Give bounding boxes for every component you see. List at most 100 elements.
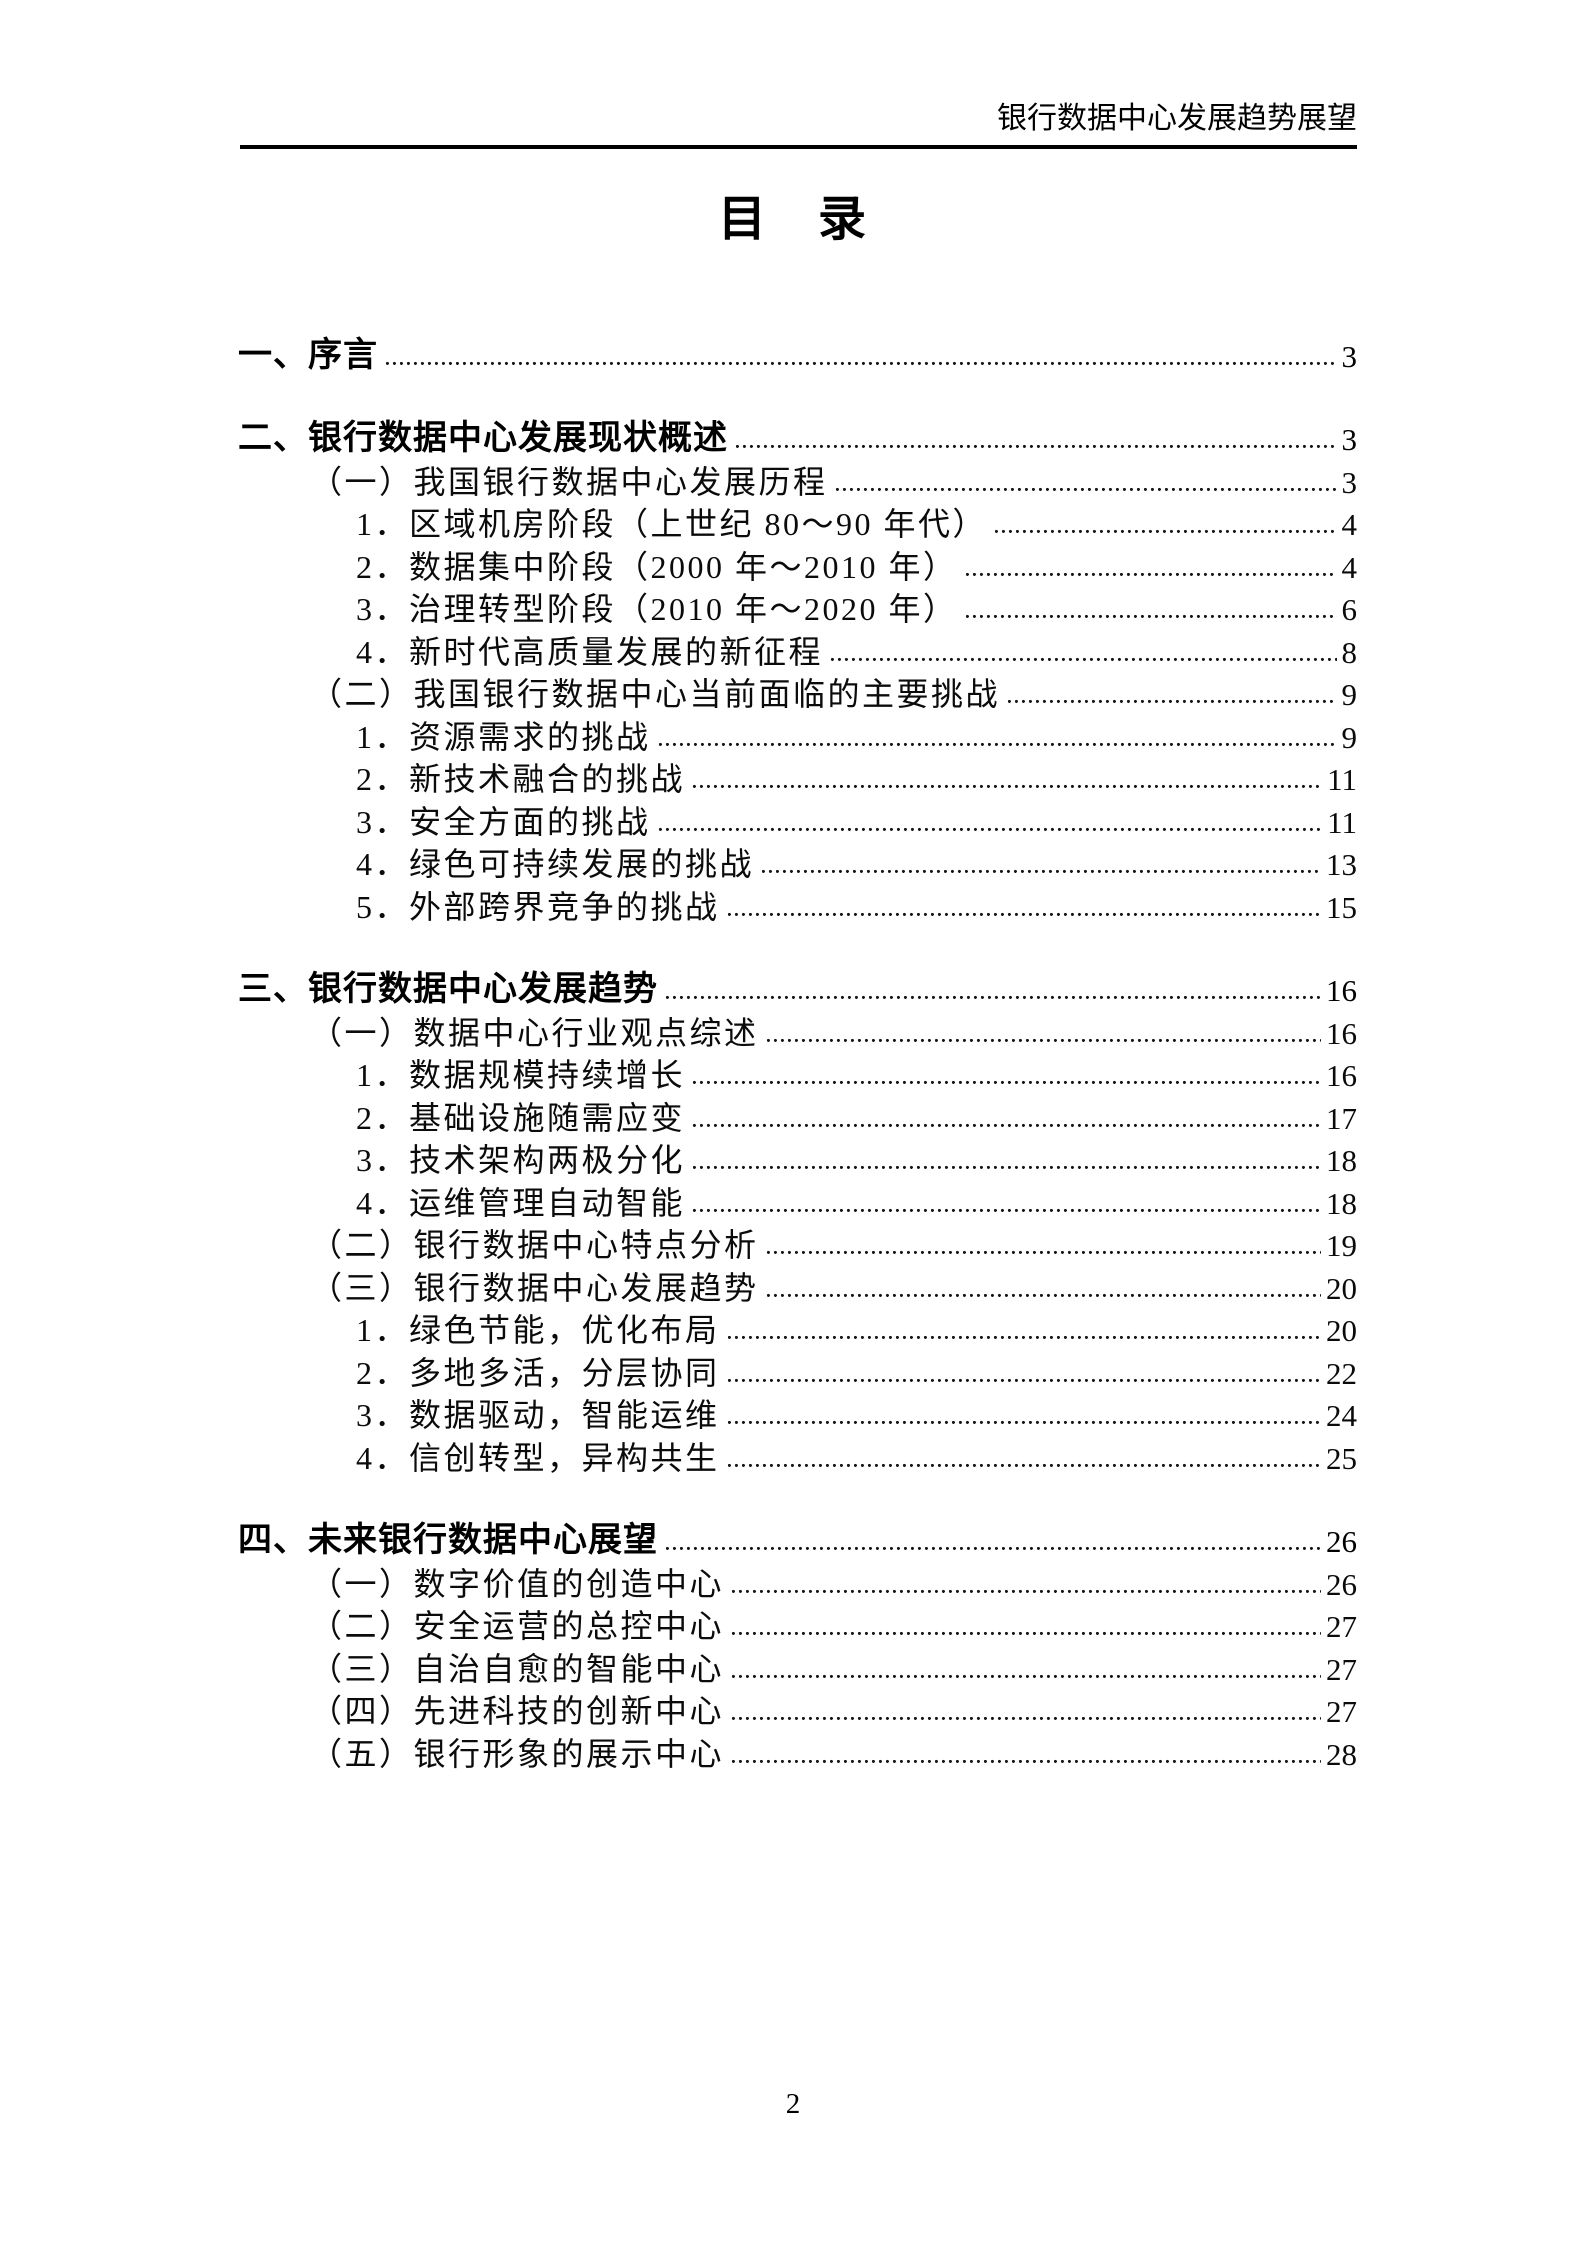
toc-entry[interactable]: 2．数据集中阶段（2000 年～2010 年） 4	[238, 542, 1357, 585]
toc-entry-page: 26	[1326, 1524, 1357, 1560]
toc-entry-label: 二、银行数据中心发展现状概述	[238, 419, 728, 458]
toc-entry-label: （三）自治自愈的智能中心	[310, 1650, 725, 1687]
toc-entry-page: 3	[1341, 464, 1358, 500]
toc-entry-label: 1．资源需求的挑战	[356, 718, 651, 755]
toc-entry-page: 28	[1326, 1736, 1357, 1772]
toc-entry-label: 一、序言	[238, 335, 378, 374]
toc-entry[interactable]: （二）银行数据中心特点分析 19	[238, 1221, 1357, 1264]
toc-entry-label: （二）我国银行数据中心当前面临的主要挑战	[310, 676, 1001, 713]
toc-entry-page: 16	[1326, 1015, 1357, 1051]
toc-entry[interactable]: （三）银行数据中心发展趋势 20	[238, 1263, 1357, 1306]
toc-entry-page: 9	[1341, 677, 1358, 713]
toc-entry[interactable]: 3．数据驱动，智能运维 24	[238, 1391, 1357, 1434]
footer-page-number: 2	[785, 2088, 801, 2120]
toc-entry-label: 4．运维管理自动智能	[356, 1184, 686, 1221]
dot-leader	[964, 571, 1337, 577]
toc-entry[interactable]: 三、银行数据中心发展趋势 16	[238, 966, 1357, 1009]
toc-entry-page: 22	[1326, 1355, 1357, 1391]
toc-entry-page: 11	[1327, 762, 1357, 798]
toc-entry-label: 1．数据规模持续增长	[356, 1057, 686, 1094]
dot-leader	[692, 1122, 1321, 1128]
toc-entry-page: 18	[1326, 1143, 1357, 1179]
toc-entry-page: 27	[1326, 1694, 1357, 1730]
toc-entry[interactable]: 一、序言 3	[238, 331, 1357, 374]
dot-leader	[726, 1377, 1321, 1383]
toc-entry[interactable]: 1．区域机房阶段（上世纪 80～90 年代） 4	[238, 500, 1357, 543]
toc-entry-page: 8	[1341, 634, 1358, 670]
toc-entry[interactable]: 3．安全方面的挑战 11	[238, 797, 1357, 840]
toc-entry[interactable]: 4．绿色可持续发展的挑战 13	[238, 840, 1357, 883]
toc-entry-label: 1．绿色节能，优化布局	[356, 1312, 720, 1349]
toc-entry-page: 4	[1341, 549, 1358, 585]
toc-entry[interactable]: 四、未来银行数据中心展望 26	[238, 1517, 1357, 1560]
toc-entry-page: 20	[1326, 1270, 1357, 1306]
toc-entry-label: （五）银行形象的展示中心	[310, 1735, 725, 1772]
toc-entry-page: 6	[1341, 592, 1358, 628]
toc-entry-page: 4	[1341, 507, 1358, 543]
toc-entry-label: 4．绿色可持续发展的挑战	[356, 846, 755, 883]
toc-entry[interactable]: （一）数据中心行业观点综述 16	[238, 1008, 1357, 1051]
toc-entry-label: 2．新技术融合的挑战	[356, 761, 686, 798]
toc-entry-page: 16	[1326, 973, 1357, 1009]
dot-leader	[735, 444, 1337, 449]
toc-entry[interactable]: 2．基础设施随需应变 17	[238, 1093, 1357, 1136]
toc-entry[interactable]: 2．新技术融合的挑战 11	[238, 755, 1357, 798]
toc-entry[interactable]: 5．外部跨界竞争的挑战 15	[238, 882, 1357, 925]
dot-leader	[731, 1631, 1321, 1636]
toc-entry[interactable]: （五）银行形象的展示中心 28	[238, 1729, 1357, 1772]
toc-entry[interactable]: （一）我国银行数据中心发展历程 3	[238, 457, 1357, 500]
dot-leader	[665, 1546, 1321, 1551]
toc-entry[interactable]: （四）先进科技的创新中心 27	[238, 1687, 1357, 1730]
toc-entry-page: 3	[1341, 338, 1358, 374]
dot-leader	[765, 1037, 1321, 1043]
running-header-text: 银行数据中心发展趋势展望	[997, 102, 1357, 135]
toc-entry-label: 三、银行数据中心发展趋势	[238, 970, 658, 1009]
toc-entry-page: 18	[1326, 1185, 1357, 1221]
toc-entry-label: （一）数据中心行业观点综述	[310, 1014, 759, 1051]
toc-entry[interactable]: 3．治理转型阶段（2010 年～2020 年） 6	[238, 585, 1357, 628]
toc-entry-label: （二）银行数据中心特点分析	[310, 1227, 759, 1264]
toc-entry[interactable]: （三）自治自愈的智能中心 27	[238, 1644, 1357, 1687]
toc-entry-label: 3．技术架构两极分化	[356, 1142, 686, 1179]
toc-entry-page: 15	[1326, 889, 1357, 925]
toc-entry-label: 4．信创转型，异构共生	[356, 1439, 720, 1476]
toc-entry-label: 5．外部跨界竞争的挑战	[356, 888, 720, 925]
toc-entry[interactable]: 3．技术架构两极分化 18	[238, 1136, 1357, 1179]
toc-entry-label: 4．新时代高质量发展的新征程	[356, 633, 824, 670]
toc-entry[interactable]: 4．运维管理自动智能 18	[238, 1178, 1357, 1221]
toc-entry-label: （四）先进科技的创新中心	[310, 1693, 725, 1730]
dot-leader	[657, 826, 1323, 832]
toc-entry-page: 9	[1341, 719, 1358, 755]
toc-entry[interactable]: 2．多地多活，分层协同 22	[238, 1348, 1357, 1391]
dot-leader	[692, 784, 1323, 789]
dot-leader	[731, 1588, 1321, 1594]
toc-entry[interactable]: 二、银行数据中心发展现状概述 3	[238, 415, 1357, 458]
toc-entry-page: 27	[1326, 1609, 1357, 1645]
toc-entry[interactable]: 1．资源需求的挑战 9	[238, 712, 1357, 755]
dot-leader	[731, 1758, 1321, 1764]
dot-leader	[994, 529, 1337, 534]
toc-entry-page: 16	[1326, 1058, 1357, 1094]
toc-entry[interactable]: （二）我国银行数据中心当前面临的主要挑战 9	[238, 670, 1357, 713]
toc-entry[interactable]: 1．数据规模持续增长 16	[238, 1051, 1357, 1094]
dot-leader	[964, 614, 1337, 619]
toc-entry[interactable]: （一）数字价值的创造中心 26	[238, 1559, 1357, 1602]
toc-entry-label: 四、未来银行数据中心展望	[238, 1521, 658, 1560]
toc-entry[interactable]: 1．绿色节能，优化布局 20	[238, 1306, 1357, 1349]
toc-entry-label: 3．数据驱动，智能运维	[356, 1397, 720, 1434]
toc-entry-label: 2．基础设施随需应变	[356, 1099, 686, 1136]
dot-leader	[726, 1462, 1321, 1468]
toc-entry[interactable]: 4．新时代高质量发展的新征程 8	[238, 627, 1357, 670]
toc-entry[interactable]: 4．信创转型，异构共生 25	[238, 1433, 1357, 1476]
toc-entry-page: 24	[1326, 1398, 1357, 1434]
toc-entry-label: 2．数据集中阶段（2000 年～2010 年）	[356, 548, 958, 585]
toc-entry[interactable]: （二）安全运营的总控中心 27	[238, 1602, 1357, 1645]
toc-entry-label: （一）我国银行数据中心发展历程	[310, 463, 828, 500]
toc-entry-page: 26	[1326, 1566, 1357, 1602]
toc-entry-label: （二）安全运营的总控中心	[310, 1608, 725, 1645]
toc-entry-page: 17	[1326, 1100, 1357, 1136]
toc-entry-page: 3	[1341, 422, 1358, 458]
dot-leader	[731, 1673, 1321, 1679]
toc-entry-page: 19	[1326, 1228, 1357, 1264]
